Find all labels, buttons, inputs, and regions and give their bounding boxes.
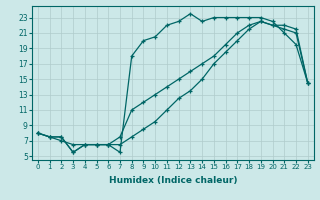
X-axis label: Humidex (Indice chaleur): Humidex (Indice chaleur)	[108, 176, 237, 185]
